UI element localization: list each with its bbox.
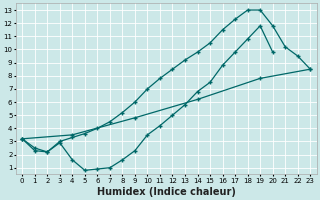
X-axis label: Humidex (Indice chaleur): Humidex (Indice chaleur) (97, 187, 236, 197)
